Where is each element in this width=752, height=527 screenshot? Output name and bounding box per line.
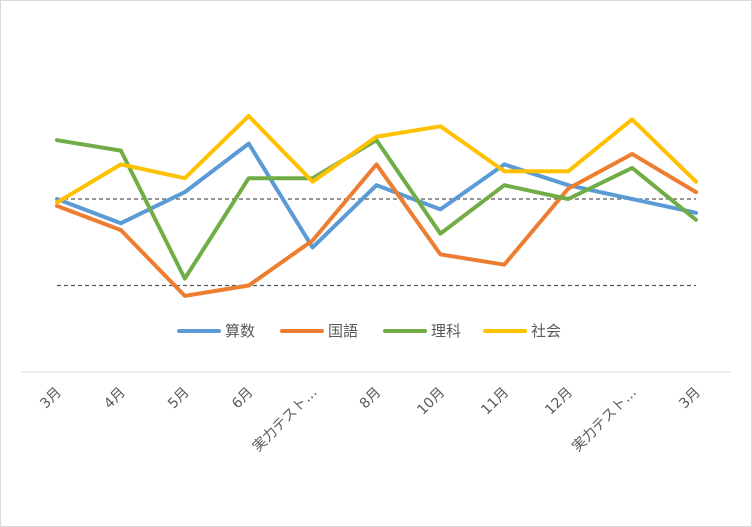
legend-label: 国語: [328, 322, 358, 340]
series-line: [55, 152, 698, 298]
series-line: [55, 114, 698, 205]
x-tick-label: 12月: [542, 385, 576, 419]
series-line: [55, 141, 698, 250]
x-tick-label: 6月: [229, 385, 257, 413]
x-tick-label: 3月: [676, 385, 704, 413]
x-tick-label: 3月: [37, 385, 65, 413]
legend-item: 算数: [177, 322, 255, 340]
legend-label: 理科: [431, 322, 461, 340]
x-tick-label: 実力テスト…: [250, 385, 321, 456]
x-tick-label: 11月: [478, 385, 512, 419]
x-tick-label: 8月: [357, 385, 385, 413]
series-社会: [55, 114, 698, 205]
x-tick-label: 5月: [165, 385, 193, 413]
legend-label: 算数: [225, 322, 255, 340]
series-国語: [55, 152, 698, 298]
x-tick-label: 4月: [101, 385, 129, 413]
legend-item: 国語: [280, 322, 358, 340]
legend-item: 理科: [383, 322, 461, 340]
legend-item: 社会: [483, 322, 561, 340]
series-算数: [55, 141, 698, 250]
legend-label: 社会: [531, 322, 561, 340]
legend: 算数 国語 理科 社会: [177, 322, 561, 340]
series-理科: [55, 138, 698, 281]
x-tick-label: 実力テスト…: [569, 385, 640, 456]
series-line: [55, 138, 698, 281]
x-tick-label: 10月: [414, 385, 448, 419]
